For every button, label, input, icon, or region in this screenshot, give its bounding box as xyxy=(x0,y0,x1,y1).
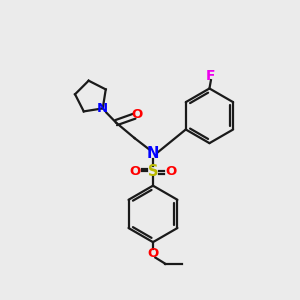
Text: O: O xyxy=(165,165,176,178)
Text: F: F xyxy=(206,69,216,83)
Text: S: S xyxy=(148,164,158,179)
Text: O: O xyxy=(130,165,141,178)
Text: O: O xyxy=(131,108,142,121)
Text: N: N xyxy=(97,102,108,115)
Text: O: O xyxy=(147,247,159,260)
Text: N: N xyxy=(147,146,159,161)
